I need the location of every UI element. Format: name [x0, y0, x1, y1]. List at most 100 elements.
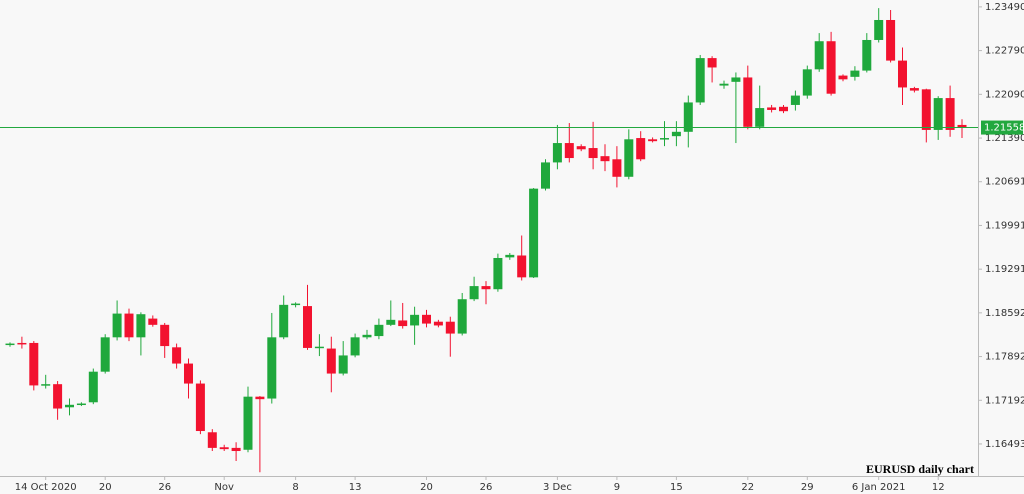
- candle-body: [862, 39, 872, 71]
- candle-body: [874, 19, 884, 40]
- candle-body: [433, 321, 443, 326]
- candle-body: [303, 306, 312, 348]
- candle-body: [838, 75, 848, 80]
- candle-body: [184, 363, 193, 384]
- candle-body: [671, 131, 681, 137]
- candle-body: [160, 324, 170, 347]
- x-tick-label: 20: [99, 482, 112, 493]
- candle-body: [100, 337, 110, 372]
- candle-body: [576, 146, 586, 150]
- x-tick-label: 8: [292, 482, 298, 493]
- x-tick-label: 13: [349, 482, 362, 493]
- candle-body: [493, 257, 503, 290]
- x-tick-label: 15: [670, 482, 683, 493]
- candle-body: [790, 95, 800, 105]
- candle-body: [88, 371, 98, 403]
- candle-body: [826, 41, 836, 94]
- candle-body: [624, 139, 634, 177]
- candle-body: [445, 321, 455, 334]
- y-tick-label: 1.19291: [985, 264, 1024, 275]
- last-price-box: [981, 120, 1023, 135]
- candle-body: [172, 347, 182, 364]
- candle-body: [195, 383, 205, 432]
- candle-body: [564, 143, 574, 159]
- candle-body: [588, 148, 598, 159]
- candle-body: [219, 447, 229, 450]
- y-tick-label: 1.20691: [985, 177, 1024, 188]
- candle-body: [517, 255, 527, 278]
- candle-body: [957, 124, 967, 128]
- x-tick-label: 26: [158, 482, 171, 493]
- caption-bg: [862, 462, 976, 476]
- y-tick-label: 1.19991: [985, 220, 1024, 231]
- candle-body: [921, 89, 931, 130]
- candle-body: [231, 447, 241, 452]
- candle-body: [53, 384, 63, 409]
- candle-body: [683, 102, 693, 132]
- candle-body: [719, 83, 729, 86]
- candle-body: [743, 77, 753, 127]
- x-tick-label: Nov: [214, 482, 234, 493]
- last-price-label: 1.21558: [984, 123, 1024, 134]
- candle-body: [29, 342, 39, 386]
- candle-body: [243, 396, 253, 450]
- candle-body: [600, 156, 610, 162]
- candle-body: [148, 318, 158, 325]
- candle-body: [933, 98, 943, 130]
- candle-body: [65, 404, 74, 408]
- y-tick-label: 1.23490: [985, 2, 1024, 13]
- plot-area: [0, 8, 978, 473]
- candle-body: [279, 304, 289, 338]
- candle-body: [636, 138, 646, 160]
- candle-body: [350, 337, 360, 356]
- candle-body: [814, 41, 824, 70]
- candle-body: [338, 355, 348, 374]
- candle-body: [695, 58, 705, 103]
- candle-body: [909, 88, 919, 91]
- candle-body: [945, 98, 955, 130]
- candle-body: [422, 314, 431, 324]
- y-tick-label: 1.18592: [985, 308, 1024, 319]
- y-tick-label: 1.16493: [985, 439, 1024, 450]
- y-tick-label: 1.22790: [985, 46, 1024, 57]
- candle-body: [552, 143, 562, 163]
- candle-body: [802, 69, 812, 96]
- candle-body: [41, 384, 51, 386]
- y-tick-label: 1.21390: [985, 133, 1024, 144]
- candle-body: [291, 303, 301, 306]
- candle-body: [386, 319, 396, 325]
- candle-body: [850, 70, 860, 77]
- x-tick-label: 14 Oct 2020: [15, 482, 77, 493]
- x-tick-label: 12: [932, 482, 945, 493]
- candle-body: [755, 108, 765, 127]
- x-tick-label: 26: [480, 482, 493, 493]
- x-tick-label: 3 Dec: [543, 482, 572, 493]
- candle-body: [767, 107, 777, 110]
- candle-body: [76, 403, 86, 406]
- candle-body: [541, 162, 550, 189]
- candle-body: [112, 313, 122, 338]
- candle-body: [886, 19, 896, 61]
- candle-body: [207, 432, 217, 448]
- x-tick-label: 20: [420, 482, 433, 493]
- candle-body: [898, 60, 907, 88]
- candle-body: [731, 77, 741, 82]
- x-tick-label: 22: [741, 482, 754, 493]
- x-tick-label: 6 Jan 2021: [852, 482, 906, 493]
- candle-body: [267, 337, 277, 399]
- candle-body: [612, 159, 622, 177]
- candle-body: [5, 343, 15, 346]
- candle-body: [660, 138, 669, 140]
- candle-body: [17, 342, 27, 345]
- candle-body: [398, 320, 408, 327]
- y-tick-label: 1.22090: [985, 89, 1024, 100]
- candle-body: [362, 334, 372, 338]
- candle-body: [481, 286, 491, 290]
- x-tick-label: 9: [614, 482, 620, 493]
- y-tick-label: 1.17892: [985, 352, 1024, 363]
- candle-body: [136, 314, 146, 338]
- candle-body: [529, 188, 539, 278]
